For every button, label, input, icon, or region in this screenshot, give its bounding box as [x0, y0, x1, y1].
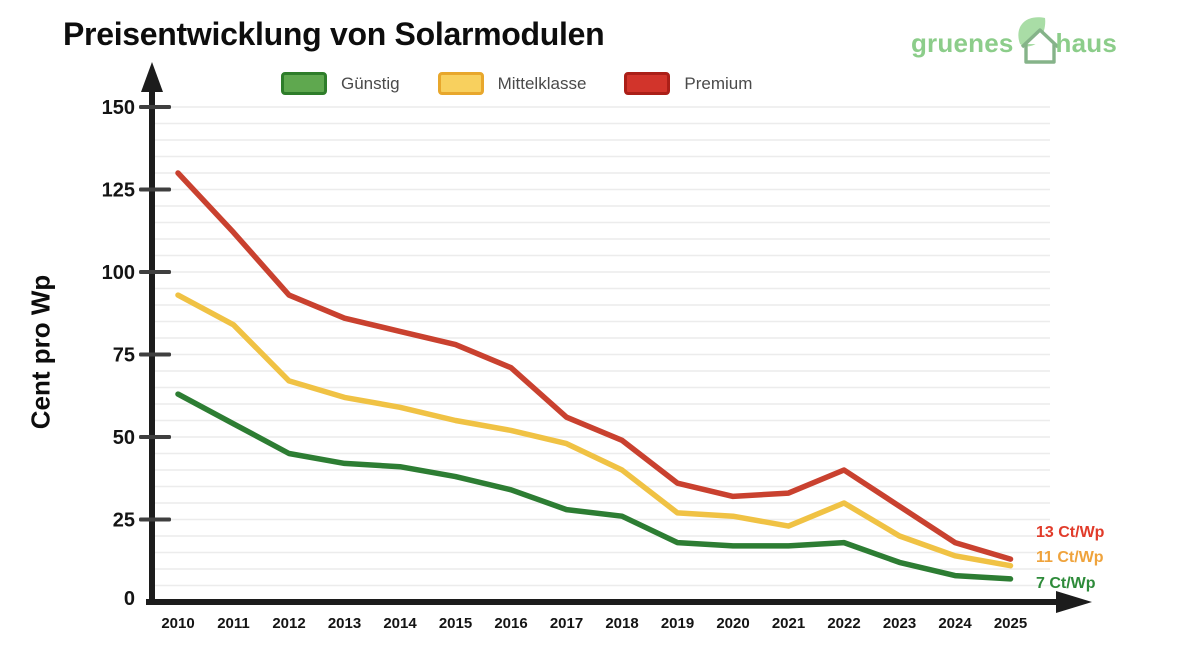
x-tick-label: 2019	[661, 615, 694, 632]
x-tick-label: 2011	[217, 615, 250, 632]
legend-swatch-icon	[624, 72, 671, 95]
x-tick-label: 2013	[328, 615, 361, 632]
x-tick-label: 2023	[883, 615, 916, 632]
series-end-label: 7 Ct/Wp	[1036, 575, 1096, 592]
legend-item: Mittelklasse	[437, 72, 587, 95]
logo-text-gruenes: gruenes	[910, 27, 1014, 58]
legend-label: Günstig	[341, 73, 400, 93]
series-line-mittelklasse	[175, 292, 1014, 569]
y-tick-label: 0	[124, 588, 135, 610]
legend-label: Premium	[684, 73, 753, 93]
y-tick-label: 100	[102, 262, 135, 284]
x-tick-label: 2012	[272, 615, 305, 632]
y-tick-label: 75	[113, 345, 135, 367]
y-tick	[139, 187, 171, 192]
x-tick-label: 2024	[938, 615, 972, 632]
chart-title: Preisentwicklung von Solarmodulen	[63, 16, 605, 52]
legend-item: Premium	[624, 72, 752, 95]
x-tick-label: 2022	[827, 615, 860, 632]
series-end-label: 11 Ct/Wp	[1036, 549, 1104, 566]
x-tick-label: 2015	[439, 615, 472, 632]
y-tick-label: 125	[102, 180, 135, 202]
y-tick-label: 25	[113, 510, 135, 532]
x-tick-label: 2018	[605, 615, 638, 632]
x-tick-label: 2010	[161, 615, 194, 632]
y-tick	[139, 105, 171, 109]
x-tick-label: 2021	[772, 615, 805, 632]
x-tick-label: 2014	[383, 615, 417, 632]
series-line-günstig	[175, 391, 1014, 582]
series-line-premium	[175, 170, 1014, 562]
y-tick-label: 50	[113, 427, 135, 449]
series-end-label: 13 Ct/Wp	[1036, 524, 1105, 541]
legend-item: Günstig	[281, 72, 400, 95]
y-tick	[139, 352, 171, 357]
y-tick	[139, 517, 171, 522]
y-tick	[139, 435, 171, 439]
x-tick-label: 2017	[550, 615, 583, 632]
legend-label: Mittelklasse	[497, 73, 587, 93]
y-tick-label: 150	[102, 97, 135, 119]
x-axis-arrow-icon	[1056, 591, 1092, 613]
legend: Günstig Mittelklasse Premium	[281, 72, 752, 95]
y-axis-arrow-icon	[141, 62, 163, 92]
x-tick-label: 2020	[716, 615, 749, 632]
brand-logo: gruenes haus	[910, 17, 1117, 68]
legend-swatch-icon	[281, 72, 327, 95]
y-tick	[139, 270, 171, 274]
x-tick-label: 2025	[994, 615, 1027, 632]
logo-text-haus: haus	[1055, 27, 1117, 58]
x-tick-label: 2016	[494, 615, 527, 632]
legend-swatch-icon	[437, 72, 484, 95]
house-leaf-icon	[1017, 17, 1059, 64]
